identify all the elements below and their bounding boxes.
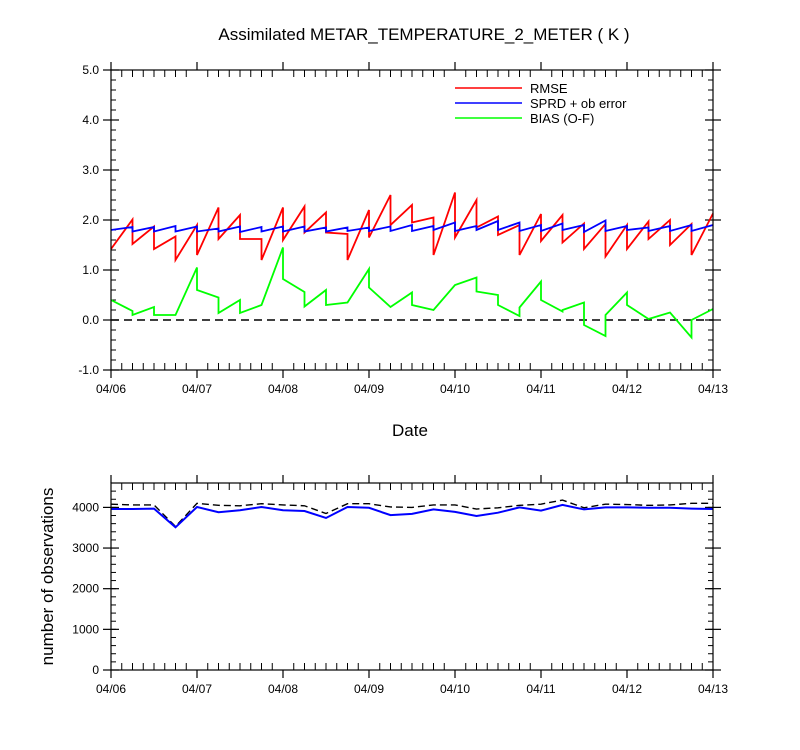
x-tick-label: 04/13 — [698, 682, 728, 696]
series-line-assimilated — [111, 503, 714, 529]
y-tick-label: 1000 — [72, 622, 99, 636]
x-tick-label: 04/10 — [440, 382, 470, 396]
series-line-possible — [110, 499, 713, 528]
chart-title: Assimilated METAR_TEMPERATURE_2_METER ( … — [218, 25, 629, 44]
x-tick-label: 04/08 — [268, 682, 298, 696]
legend-label-bias-o-f: BIAS (O-F) — [530, 111, 594, 126]
plot-frame — [110, 482, 714, 671]
y-tick-label: 0.0 — [82, 313, 99, 327]
x-tick-label: 04/10 — [440, 682, 470, 696]
plot-frame — [110, 69, 714, 371]
x-tick-label: 04/09 — [354, 382, 384, 396]
x-tick-label: 04/11 — [526, 682, 555, 696]
series-line-sprd-ob-error — [110, 218, 714, 234]
series-line-bias-o-f — [110, 247, 714, 340]
y-tick-label: 1.0 — [82, 263, 99, 277]
y-tick-label: 3000 — [72, 541, 99, 555]
x-axis-label: Date — [392, 421, 428, 440]
y-axis-label: number of observations — [38, 488, 57, 666]
top-panel: 04/06 04/07 04/08 04/09 04/10 04/11 04/12 04/13… — [78, 25, 728, 440]
legend-label-rmse: RMSE — [530, 81, 568, 96]
y-tick-label: 2.0 — [82, 213, 99, 227]
x-tick-label: 04/06 — [96, 682, 126, 696]
x-tick-label: 04/13 — [698, 382, 728, 396]
y-tick-label: 2000 — [72, 582, 99, 596]
x-tick-label: 04/09 — [354, 682, 384, 696]
x-tick-label: 04/12 — [612, 682, 642, 696]
x-tick-label: 04/07 — [182, 382, 212, 396]
series-line-rmse — [110, 192, 714, 264]
y-tick-label: 4.0 — [82, 113, 99, 127]
y-tick-label: 4000 — [72, 500, 99, 514]
y-tick-label: 3.0 — [82, 163, 99, 177]
y-tick-label: 0 — [92, 663, 99, 677]
x-tick-label: 04/07 — [182, 682, 212, 696]
x-tick-label: 04/08 — [268, 382, 298, 396]
x-tick-label: 04/11 — [526, 382, 555, 396]
bottom-panel: 04/06 04/07 04/08 04/09 04/10 04/11 04/12 04/13… — [38, 475, 728, 696]
x-tick-label: 04/06 — [96, 382, 126, 396]
y-tick-label: -1.0 — [78, 363, 99, 377]
x-tick-label: 04/12 — [612, 382, 642, 396]
legend-label-sprd-ob-error: SPRD + ob error — [530, 96, 627, 111]
y-tick-label: 5.0 — [82, 63, 99, 77]
